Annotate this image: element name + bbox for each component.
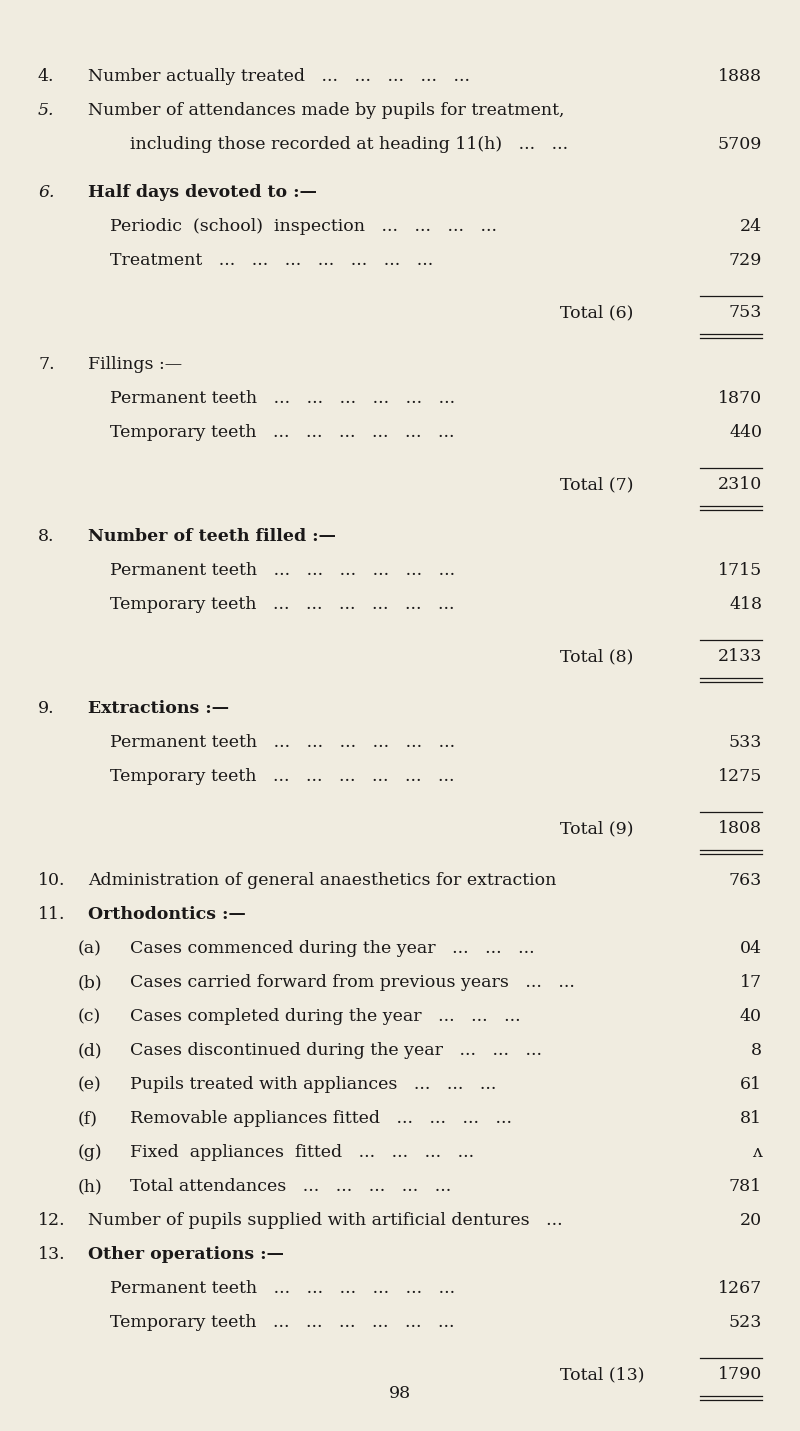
Text: 61: 61 bbox=[740, 1076, 762, 1093]
Text: 1275: 1275 bbox=[718, 768, 762, 786]
Text: 2133: 2133 bbox=[718, 648, 762, 665]
Text: Cases commenced during the year   ...   ...   ...: Cases commenced during the year ... ... … bbox=[130, 940, 534, 957]
Text: 10.: 10. bbox=[38, 871, 66, 889]
Text: Number of pupils supplied with artificial dentures   ...: Number of pupils supplied with artificia… bbox=[88, 1212, 562, 1229]
Text: Administration of general anaesthetics for extraction: Administration of general anaesthetics f… bbox=[88, 871, 556, 889]
Text: Temporary teeth   ...   ...   ...   ...   ...   ...: Temporary teeth ... ... ... ... ... ... bbox=[110, 768, 454, 786]
Text: 1870: 1870 bbox=[718, 391, 762, 406]
Text: 17: 17 bbox=[740, 975, 762, 992]
Text: 5709: 5709 bbox=[718, 136, 762, 153]
Text: ʌ: ʌ bbox=[752, 1143, 762, 1161]
Text: Extractions :—: Extractions :— bbox=[88, 700, 229, 717]
Text: Total (13): Total (13) bbox=[560, 1367, 645, 1382]
Text: Total attendances   ...   ...   ...   ...   ...: Total attendances ... ... ... ... ... bbox=[130, 1178, 451, 1195]
Text: Pupils treated with appliances   ...   ...   ...: Pupils treated with appliances ... ... .… bbox=[130, 1076, 496, 1093]
Text: 24: 24 bbox=[740, 218, 762, 235]
Text: 1715: 1715 bbox=[718, 562, 762, 580]
Text: 523: 523 bbox=[729, 1314, 762, 1331]
Text: Temporary teeth   ...   ...   ...   ...   ...   ...: Temporary teeth ... ... ... ... ... ... bbox=[110, 424, 454, 441]
Text: (g): (g) bbox=[78, 1143, 102, 1161]
Text: including those recorded at heading 11(h)   ...   ...: including those recorded at heading 11(h… bbox=[130, 136, 568, 153]
Text: (d): (d) bbox=[78, 1042, 102, 1059]
Text: (h): (h) bbox=[78, 1178, 102, 1195]
Text: Permanent teeth   ...   ...   ...   ...   ...   ...: Permanent teeth ... ... ... ... ... ... bbox=[110, 734, 455, 751]
Text: 418: 418 bbox=[729, 595, 762, 612]
Text: Orthodontics :—: Orthodontics :— bbox=[88, 906, 246, 923]
Text: 11.: 11. bbox=[38, 906, 66, 923]
Text: Other operations :—: Other operations :— bbox=[88, 1246, 284, 1264]
Text: 04: 04 bbox=[740, 940, 762, 957]
Text: Cases completed during the year   ...   ...   ...: Cases completed during the year ... ... … bbox=[130, 1007, 521, 1025]
Text: Permanent teeth   ...   ...   ...   ...   ...   ...: Permanent teeth ... ... ... ... ... ... bbox=[110, 562, 455, 580]
Text: 1267: 1267 bbox=[718, 1279, 762, 1296]
Text: Number of attendances made by pupils for treatment,: Number of attendances made by pupils for… bbox=[88, 102, 565, 119]
Text: Cases discontinued during the year   ...   ...   ...: Cases discontinued during the year ... .… bbox=[130, 1042, 542, 1059]
Text: Treatment   ...   ...   ...   ...   ...   ...   ...: Treatment ... ... ... ... ... ... ... bbox=[110, 252, 434, 269]
Text: Total (9): Total (9) bbox=[560, 820, 634, 837]
Text: (c): (c) bbox=[78, 1007, 102, 1025]
Text: 753: 753 bbox=[729, 303, 762, 321]
Text: (b): (b) bbox=[78, 975, 102, 992]
Text: 12.: 12. bbox=[38, 1212, 66, 1229]
Text: (f): (f) bbox=[78, 1110, 98, 1128]
Text: 1790: 1790 bbox=[718, 1367, 762, 1382]
Text: 9.: 9. bbox=[38, 700, 54, 717]
Text: Number actually treated   ...   ...   ...   ...   ...: Number actually treated ... ... ... ... … bbox=[88, 69, 470, 84]
Text: 5.: 5. bbox=[38, 102, 54, 119]
Text: 2310: 2310 bbox=[718, 477, 762, 494]
Text: Total (7): Total (7) bbox=[560, 477, 634, 494]
Text: 1808: 1808 bbox=[718, 820, 762, 837]
Text: Total (8): Total (8) bbox=[560, 648, 634, 665]
Text: 533: 533 bbox=[729, 734, 762, 751]
Text: 440: 440 bbox=[729, 424, 762, 441]
Text: 763: 763 bbox=[729, 871, 762, 889]
Text: Cases carried forward from previous years   ...   ...: Cases carried forward from previous year… bbox=[130, 975, 575, 992]
Text: 1888: 1888 bbox=[718, 69, 762, 84]
Text: 13.: 13. bbox=[38, 1246, 66, 1264]
Text: (e): (e) bbox=[78, 1076, 102, 1093]
Text: 8: 8 bbox=[751, 1042, 762, 1059]
Text: Number of teeth filled :—: Number of teeth filled :— bbox=[88, 528, 336, 545]
Text: Permanent teeth   ...   ...   ...   ...   ...   ...: Permanent teeth ... ... ... ... ... ... bbox=[110, 391, 455, 406]
Text: (a): (a) bbox=[78, 940, 102, 957]
Text: Removable appliances fitted   ...   ...   ...   ...: Removable appliances fitted ... ... ... … bbox=[130, 1110, 512, 1128]
Text: 7.: 7. bbox=[38, 356, 54, 373]
Text: Total (6): Total (6) bbox=[560, 303, 634, 321]
Text: 20: 20 bbox=[740, 1212, 762, 1229]
Text: 729: 729 bbox=[729, 252, 762, 269]
Text: Temporary teeth   ...   ...   ...   ...   ...   ...: Temporary teeth ... ... ... ... ... ... bbox=[110, 1314, 454, 1331]
Text: Fixed  appliances  fitted   ...   ...   ...   ...: Fixed appliances fitted ... ... ... ... bbox=[130, 1143, 474, 1161]
Text: 98: 98 bbox=[389, 1385, 411, 1402]
Text: 81: 81 bbox=[740, 1110, 762, 1128]
Text: Temporary teeth   ...   ...   ...   ...   ...   ...: Temporary teeth ... ... ... ... ... ... bbox=[110, 595, 454, 612]
Text: 781: 781 bbox=[729, 1178, 762, 1195]
Text: Permanent teeth   ...   ...   ...   ...   ...   ...: Permanent teeth ... ... ... ... ... ... bbox=[110, 1279, 455, 1296]
Text: 40: 40 bbox=[740, 1007, 762, 1025]
Text: Fillings :—: Fillings :— bbox=[88, 356, 182, 373]
Text: 8.: 8. bbox=[38, 528, 54, 545]
Text: 4.: 4. bbox=[38, 69, 54, 84]
Text: 6.: 6. bbox=[38, 185, 54, 200]
Text: Half days devoted to :—: Half days devoted to :— bbox=[88, 185, 317, 200]
Text: Periodic  (school)  inspection   ...   ...   ...   ...: Periodic (school) inspection ... ... ...… bbox=[110, 218, 497, 235]
